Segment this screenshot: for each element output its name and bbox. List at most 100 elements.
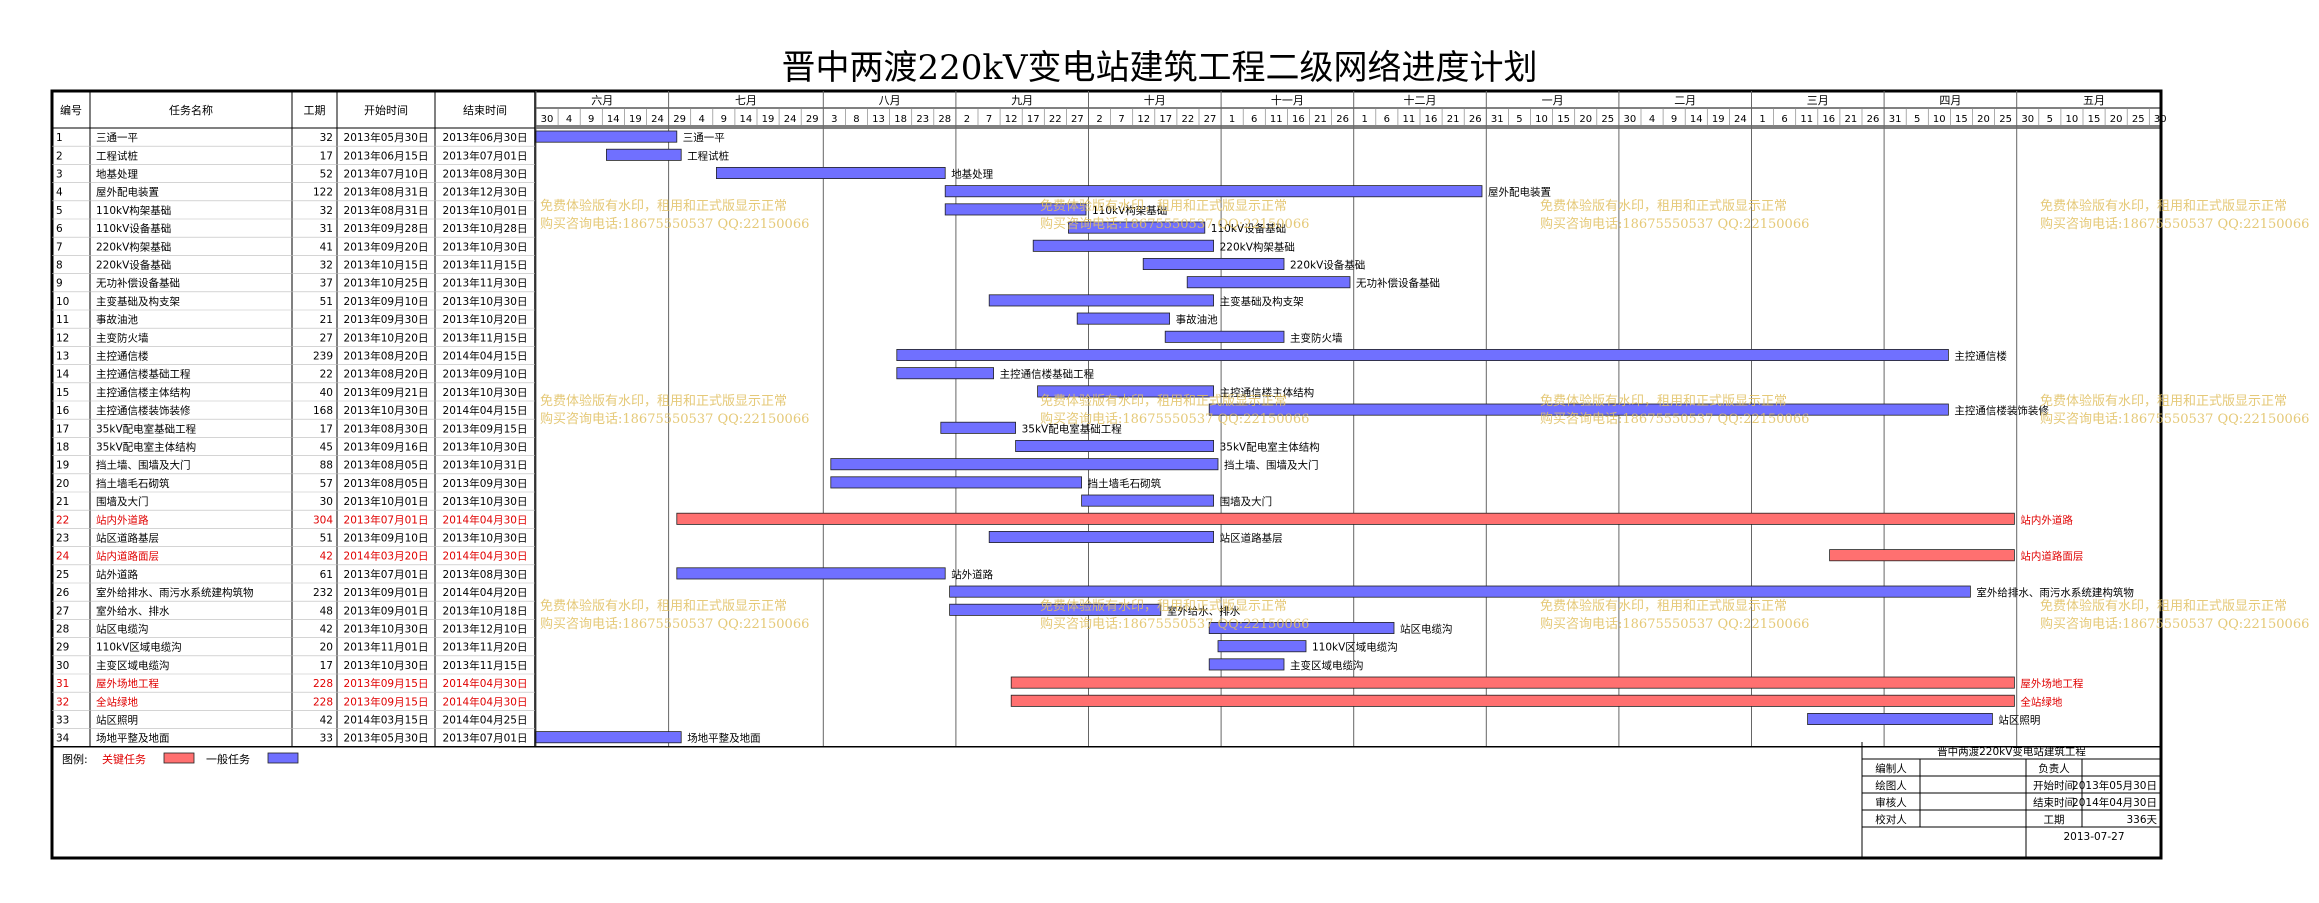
task-duration-cell: 17: [320, 660, 333, 672]
day-tick-label: 28: [938, 114, 951, 125]
day-tick-label: 1: [1362, 114, 1368, 125]
task-start-cell: 2013年09月20日: [344, 240, 429, 253]
day-tick-label: 20: [1579, 114, 1592, 125]
task-duration-cell: 51: [320, 296, 333, 308]
task-id-cell: 2: [56, 150, 63, 162]
task-bar: [1217, 640, 1307, 653]
critical-task-bar: [1829, 549, 2015, 562]
task-name-cell: 挡土墙、围墙及大门: [96, 459, 191, 472]
task-id-cell: 14: [56, 369, 70, 381]
day-tick-label: 21: [1447, 114, 1460, 125]
task-duration-cell: 48: [320, 605, 333, 617]
task-end-cell: 2013年07月01日: [443, 732, 528, 745]
day-tick-label: 7: [986, 114, 992, 125]
chart-title: 晋中两渡220kV变电站建筑工程二级网络进度计划: [781, 48, 1538, 88]
day-tick-label: 4: [1649, 114, 1655, 125]
task-bar: [535, 731, 682, 744]
day-tick-label: 22: [1182, 114, 1195, 125]
task-start-cell: 2013年05月30日: [344, 131, 429, 144]
watermark-text: 购买咨询电话:18675550537 QQ:22150066: [1040, 216, 1309, 232]
day-tick-label: 30: [2021, 114, 2034, 125]
day-tick-label: 31: [1889, 114, 1902, 125]
info-box-cell: 开始时间: [2033, 779, 2075, 792]
task-bar-label: 挡土墙毛石砌筑: [1088, 477, 1162, 490]
watermark-text: 购买咨询电话:18675550537 QQ:22150066: [2040, 216, 2309, 232]
task-bar-label: 站区电缆沟: [1400, 623, 1453, 636]
legend-critical-label: 关键任务: [102, 752, 146, 766]
task-bar: [949, 603, 1162, 616]
day-tick-label: 21: [1845, 114, 1858, 125]
task-bar: [1142, 257, 1285, 270]
month-label: 四月: [1939, 94, 1961, 107]
day-tick-label: 27: [1204, 114, 1217, 125]
task-bar: [896, 348, 1949, 361]
task-id-cell: 27: [56, 605, 69, 617]
task-id-cell: 32: [56, 696, 69, 708]
task-id-cell: 26: [56, 587, 70, 599]
task-end-cell: 2014年04月30日: [443, 550, 528, 563]
day-tick-label: 13: [872, 114, 885, 125]
task-start-cell: 2013年09月30日: [344, 313, 429, 326]
info-box-cell: 工期: [2044, 814, 2065, 826]
task-end-cell: 2014年04月15日: [443, 350, 528, 363]
task-bar-label: 站外道路: [951, 568, 993, 581]
task-id-cell: 23: [56, 533, 69, 545]
month-label: 一月: [1542, 94, 1564, 107]
task-bar-label: 主控通信楼装饰装修: [1954, 404, 2049, 417]
day-tick-label: 30: [541, 114, 554, 125]
task-id-cell: 6: [56, 223, 63, 235]
task-duration-cell: 22: [320, 369, 333, 381]
task-bar-label: 220kV设备基础: [1290, 259, 1365, 272]
task-bar: [1076, 312, 1170, 325]
day-tick-label: 24: [1734, 114, 1747, 125]
task-duration-cell: 17: [320, 423, 333, 435]
task-duration-cell: 168: [313, 405, 333, 417]
critical-task-bar: [1010, 676, 2015, 689]
task-start-cell: 2013年08月31日: [344, 186, 429, 199]
day-tick-label: 25: [1999, 114, 2012, 125]
watermark-text: 免费体验版有水印，租用和正式版显示正常: [1540, 598, 1787, 614]
day-tick-label: 24: [784, 114, 797, 125]
day-tick-label: 21: [1314, 114, 1327, 125]
day-tick-label: 20: [2110, 114, 2123, 125]
month-label: 六月: [591, 94, 613, 107]
task-id-cell: 11: [56, 314, 69, 326]
task-bar-label: 35kV配电室主体结构: [1220, 441, 1320, 454]
day-tick-label: 15: [1557, 114, 1570, 125]
column-header-start: 开始时间: [364, 103, 408, 117]
day-tick-label: 26: [1867, 114, 1880, 125]
task-id-cell: 12: [56, 332, 69, 344]
watermark-text: 购买咨询电话:18675550537 QQ:22150066: [1540, 616, 1809, 632]
critical-task-bar: [676, 512, 2015, 525]
month-label: 十月: [1144, 93, 1166, 107]
task-end-cell: 2013年12月10日: [443, 623, 528, 636]
task-bar: [535, 130, 678, 143]
task-bar-label: 屋外场地工程: [2020, 677, 2083, 690]
task-bar-label: 220kV构架基础: [1220, 240, 1295, 253]
day-tick-label: 15: [1955, 114, 1968, 125]
task-start-cell: 2013年09月10日: [344, 532, 429, 545]
month-label: 二月: [1674, 94, 1696, 107]
legend-label: 图例:: [62, 752, 88, 766]
task-id-cell: 21: [56, 496, 69, 508]
info-box-cell: 2013年05月30日: [2072, 779, 2157, 792]
task-start-cell: 2013年09月01日: [344, 604, 429, 617]
task-bar: [1068, 221, 1206, 234]
task-id-cell: 13: [56, 351, 69, 363]
task-bar: [1208, 622, 1395, 635]
task-start-cell: 2013年10月30日: [344, 404, 429, 417]
day-tick-label: 5: [2047, 114, 2053, 125]
task-bar-label: 110kV区域电缆沟: [1312, 641, 1398, 654]
task-start-cell: 2013年08月05日: [344, 477, 429, 490]
day-tick-label: 2: [964, 114, 970, 125]
task-id-cell: 9: [56, 278, 63, 290]
task-start-cell: 2013年10月30日: [344, 659, 429, 672]
task-bar-label: 地基处理: [951, 168, 993, 181]
task-end-cell: 2013年10月30日: [443, 386, 528, 399]
info-box-cell: 负责人: [2038, 762, 2070, 775]
day-tick-label: 1: [1759, 114, 1765, 125]
task-bar: [830, 458, 1219, 471]
task-id-cell: 19: [56, 460, 69, 472]
task-start-cell: 2013年06月15日: [344, 149, 429, 162]
task-id-cell: 15: [56, 387, 69, 399]
